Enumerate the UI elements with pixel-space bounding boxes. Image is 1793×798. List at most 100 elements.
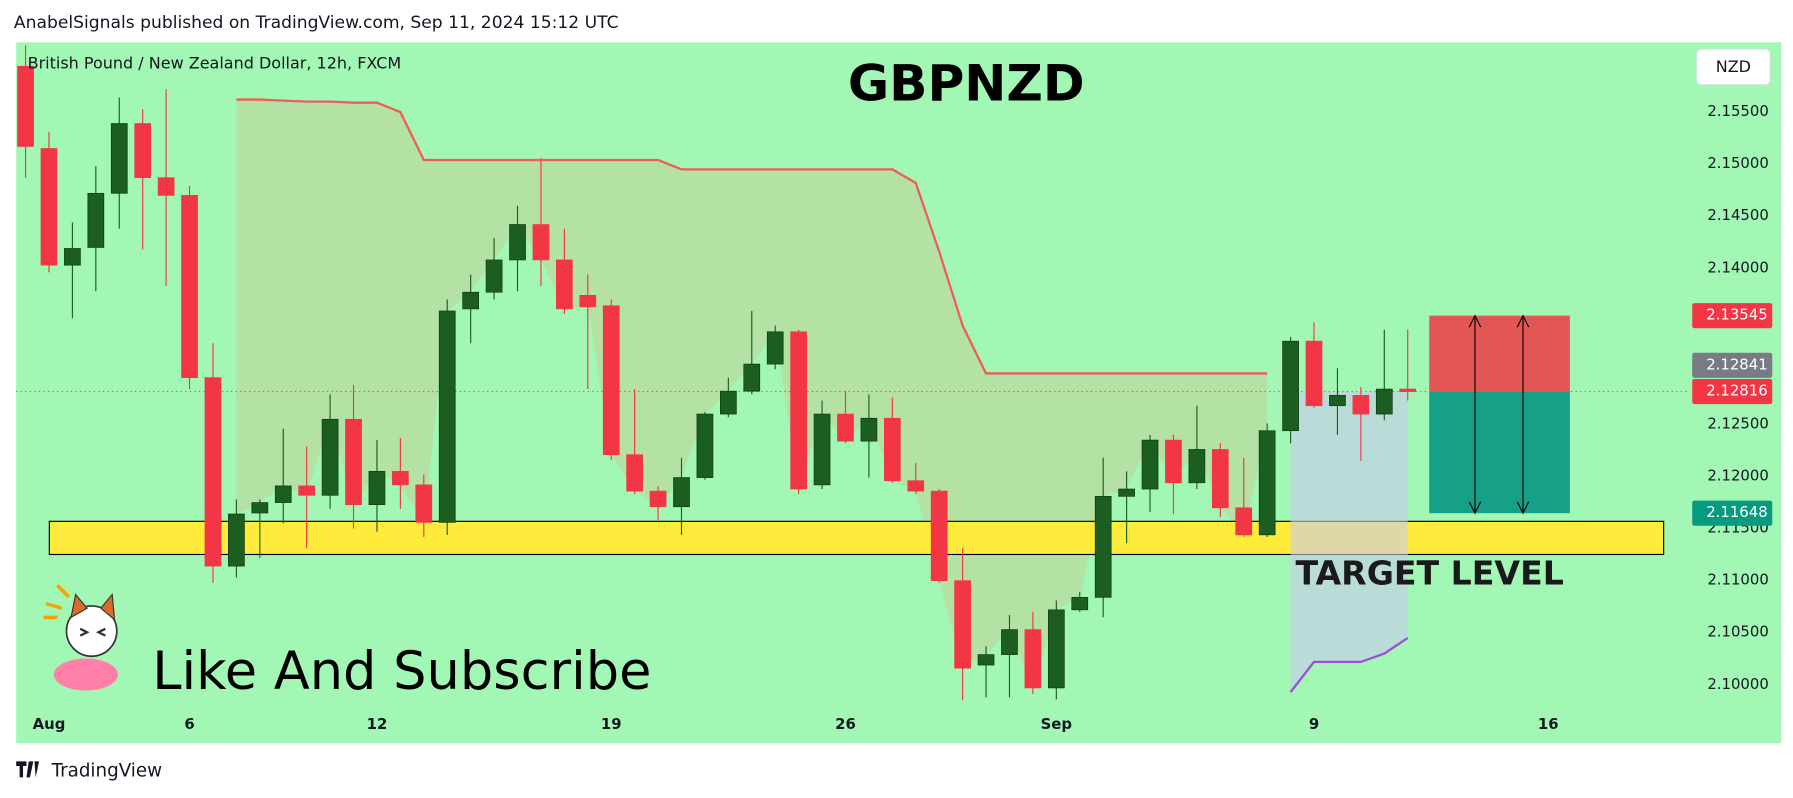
marks-layer xyxy=(17,45,1417,701)
candle-body xyxy=(532,224,550,261)
currency-button[interactable] xyxy=(1696,48,1771,86)
price-label-box xyxy=(1692,352,1773,378)
candle-body xyxy=(1329,394,1346,407)
price-label: 2.11648 xyxy=(1706,503,1767,521)
x-tick-label: 19 xyxy=(601,715,622,733)
arrow xyxy=(1516,314,1530,515)
candle-body xyxy=(813,413,831,486)
candle-body xyxy=(837,413,854,442)
candle-body xyxy=(251,502,269,514)
candle-body xyxy=(110,123,128,194)
y-tick-label: 2.15500 xyxy=(1707,102,1768,120)
candle-body xyxy=(17,65,34,147)
candle-body xyxy=(438,310,456,523)
x-tick-label: 12 xyxy=(367,715,388,733)
price-label: 2.13545 xyxy=(1706,306,1767,324)
candle-body xyxy=(157,177,175,196)
candle-body xyxy=(181,195,198,378)
candle-body xyxy=(602,305,620,456)
candle-body xyxy=(579,295,597,308)
candle-body xyxy=(40,148,58,266)
currency-label: NZD xyxy=(1716,57,1751,76)
candle-body xyxy=(1047,609,1065,689)
candle-body xyxy=(415,484,433,523)
y-tick-label: 2.14000 xyxy=(1707,258,1768,276)
candle-body xyxy=(134,123,152,179)
chart-title: GBPNZD xyxy=(848,53,1085,112)
price-label: 2.12841 xyxy=(1706,355,1767,373)
candle-body xyxy=(930,490,948,582)
candle-body xyxy=(883,417,901,482)
price-label-box xyxy=(1692,378,1773,405)
y-tick-label: 2.14500 xyxy=(1707,206,1768,224)
candle-body xyxy=(556,259,573,310)
candle-body xyxy=(954,580,971,669)
candle-body xyxy=(907,480,925,492)
tv-logo xyxy=(16,761,40,778)
price-label: 2.12816 xyxy=(1706,382,1767,400)
symbol-description: British Pound / New Zealand Dollar, 12h,… xyxy=(28,54,402,73)
candle-body xyxy=(977,654,995,666)
candle-body xyxy=(1258,430,1276,536)
candle-body xyxy=(1352,394,1370,415)
candle-body xyxy=(743,363,761,392)
candle-body xyxy=(87,192,105,248)
support-band xyxy=(48,520,1665,556)
arrow xyxy=(1468,314,1482,515)
candle-body xyxy=(392,470,409,486)
candle-body xyxy=(696,413,714,478)
candle-body xyxy=(1165,439,1182,484)
candle-body xyxy=(345,418,362,505)
position-tool xyxy=(1429,314,1570,515)
subscribe-annotation: Like And Subscribe xyxy=(152,641,651,702)
candle-body xyxy=(368,470,386,505)
y-tick-label: 2.12000 xyxy=(1707,467,1768,485)
candle-body xyxy=(673,477,690,508)
candle-body xyxy=(790,331,807,490)
candle-body xyxy=(1141,439,1159,490)
loss-box xyxy=(1429,315,1570,392)
y-tick-label: 2.11000 xyxy=(1707,571,1768,589)
candle-body xyxy=(626,454,643,492)
candle-body xyxy=(228,513,245,567)
under-layer xyxy=(16,390,1687,693)
candle-body xyxy=(1024,629,1042,689)
labels-layer: 2.100002.105002.110002.115002.120002.125… xyxy=(33,102,1773,733)
publish-header: AnabelSignals published on TradingView.c… xyxy=(14,13,619,33)
x-tick-label: Sep xyxy=(1041,715,1072,733)
candle-body xyxy=(1211,449,1229,509)
candle-body xyxy=(1071,596,1089,611)
y-tick-label: 2.12500 xyxy=(1707,414,1768,432)
y-tick-label: 2.10500 xyxy=(1707,623,1768,641)
candle-body xyxy=(766,331,784,365)
y-tick-label: 2.10000 xyxy=(1707,675,1768,693)
candle-body xyxy=(1399,388,1417,392)
x-tick-label: 26 xyxy=(835,715,856,733)
candle-body xyxy=(321,418,339,496)
cat-icon xyxy=(43,584,118,691)
x-tick-label: 16 xyxy=(1538,715,1559,733)
candle-body xyxy=(649,490,667,508)
candle-body xyxy=(1375,388,1393,415)
candle-body xyxy=(860,417,878,442)
candle-body xyxy=(485,259,503,293)
price-label-box xyxy=(1692,303,1773,329)
footer-brand: TradingView xyxy=(51,761,163,782)
candle-body xyxy=(1188,449,1206,484)
candle-body xyxy=(298,485,316,496)
candle-body xyxy=(1118,488,1135,497)
candle-body xyxy=(1094,495,1112,598)
candle-body xyxy=(720,390,737,415)
y-tick-label: 2.15000 xyxy=(1707,154,1768,172)
x-tick-label: Aug xyxy=(33,715,66,733)
profit-box xyxy=(1429,391,1570,514)
candle-body xyxy=(274,485,292,503)
x-tick-label: 9 xyxy=(1309,715,1319,733)
candle-body xyxy=(64,248,81,266)
candle-body xyxy=(1282,340,1299,432)
projection-region xyxy=(1290,391,1408,693)
candle-body xyxy=(509,224,526,261)
candle-body xyxy=(1001,629,1018,655)
